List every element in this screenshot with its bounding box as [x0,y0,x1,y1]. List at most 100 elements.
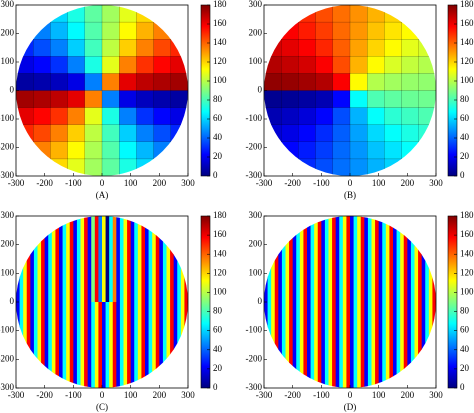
cell [349,141,368,160]
cell [170,302,175,388]
cell [50,124,69,143]
cell [367,302,372,388]
cell [267,216,272,303]
cell [289,216,294,303]
cell [315,90,334,109]
colorbar-tick-label: 40 [213,132,223,142]
x-tick-label: 200 [401,178,415,188]
cell [33,302,38,388]
cell [159,302,164,388]
cell [67,39,86,57]
x-tick-label: 0 [348,390,353,400]
colorbar-tick-label: 0 [213,170,218,180]
cell [371,216,376,303]
cell [98,302,103,388]
cell [67,21,86,40]
cell [307,302,311,388]
colorbar-tick-label: 160 [213,229,227,239]
cell [136,73,155,92]
cell [101,39,120,57]
cell [50,73,69,92]
cell [105,216,110,303]
cell [371,302,376,388]
cell [350,216,354,303]
cell [315,73,334,92]
x-tick-label: 0 [100,178,105,188]
cell [339,216,344,303]
cell [375,216,380,303]
colorbar-tick-label: 120 [213,56,227,66]
cell [396,216,401,303]
y-tick-label: 0 [258,85,263,95]
cell [94,216,99,303]
cell [385,302,390,388]
cell [136,158,155,176]
cell [44,216,49,303]
cell [33,56,52,74]
cell [267,302,272,388]
cell [101,90,120,109]
cell [16,73,34,92]
cell [23,302,28,388]
cell [118,39,137,57]
cell [116,302,121,388]
cell [401,90,420,109]
y-tick-label: 100 [1,267,15,277]
x-tick-label: -100 [65,178,82,188]
cell [349,39,368,57]
cell [332,107,351,126]
cell [141,302,146,388]
cell [418,39,436,57]
cell [378,216,383,303]
cell [170,90,188,109]
cell [50,107,69,126]
cell [281,90,300,109]
y-tick-label: -300 [0,382,14,392]
cell [332,216,337,303]
cell [50,5,69,23]
cell [364,302,369,388]
cell [37,216,42,303]
colorbar-tick-label: 120 [460,267,474,277]
cell [384,107,403,126]
colorbar-tick-label: 180 [213,0,227,9]
cell [136,21,155,40]
cell [134,216,139,303]
cell [418,90,436,109]
cell [298,141,317,160]
cell [118,124,137,143]
cell [349,73,368,92]
cell [123,302,128,388]
cell [375,302,380,388]
cell [101,5,120,23]
cell [84,90,103,109]
x-tick-label: 0 [348,178,353,188]
cell [153,124,172,143]
cell [118,5,137,23]
colorbar [200,4,211,177]
cell [418,216,423,303]
cell [384,56,403,74]
heatmap-cells [264,216,436,388]
cell [299,216,304,303]
cell [173,216,178,303]
cell [317,216,322,303]
panel-label: (B) [344,190,356,200]
cell [281,56,300,74]
cell [105,302,110,388]
cell [271,216,276,303]
cell [173,302,178,388]
colorbar-tick-label: 120 [213,267,227,277]
cell [317,302,322,388]
cell [67,5,86,23]
cell [315,39,334,57]
cell [118,141,137,160]
cell [84,216,89,303]
cell [281,124,300,143]
colorbar-tick-label: 60 [213,325,223,335]
cell [410,302,415,388]
cell [153,73,172,92]
y-tick-label: 200 [1,28,15,38]
cell [84,39,103,57]
cell [153,21,172,40]
